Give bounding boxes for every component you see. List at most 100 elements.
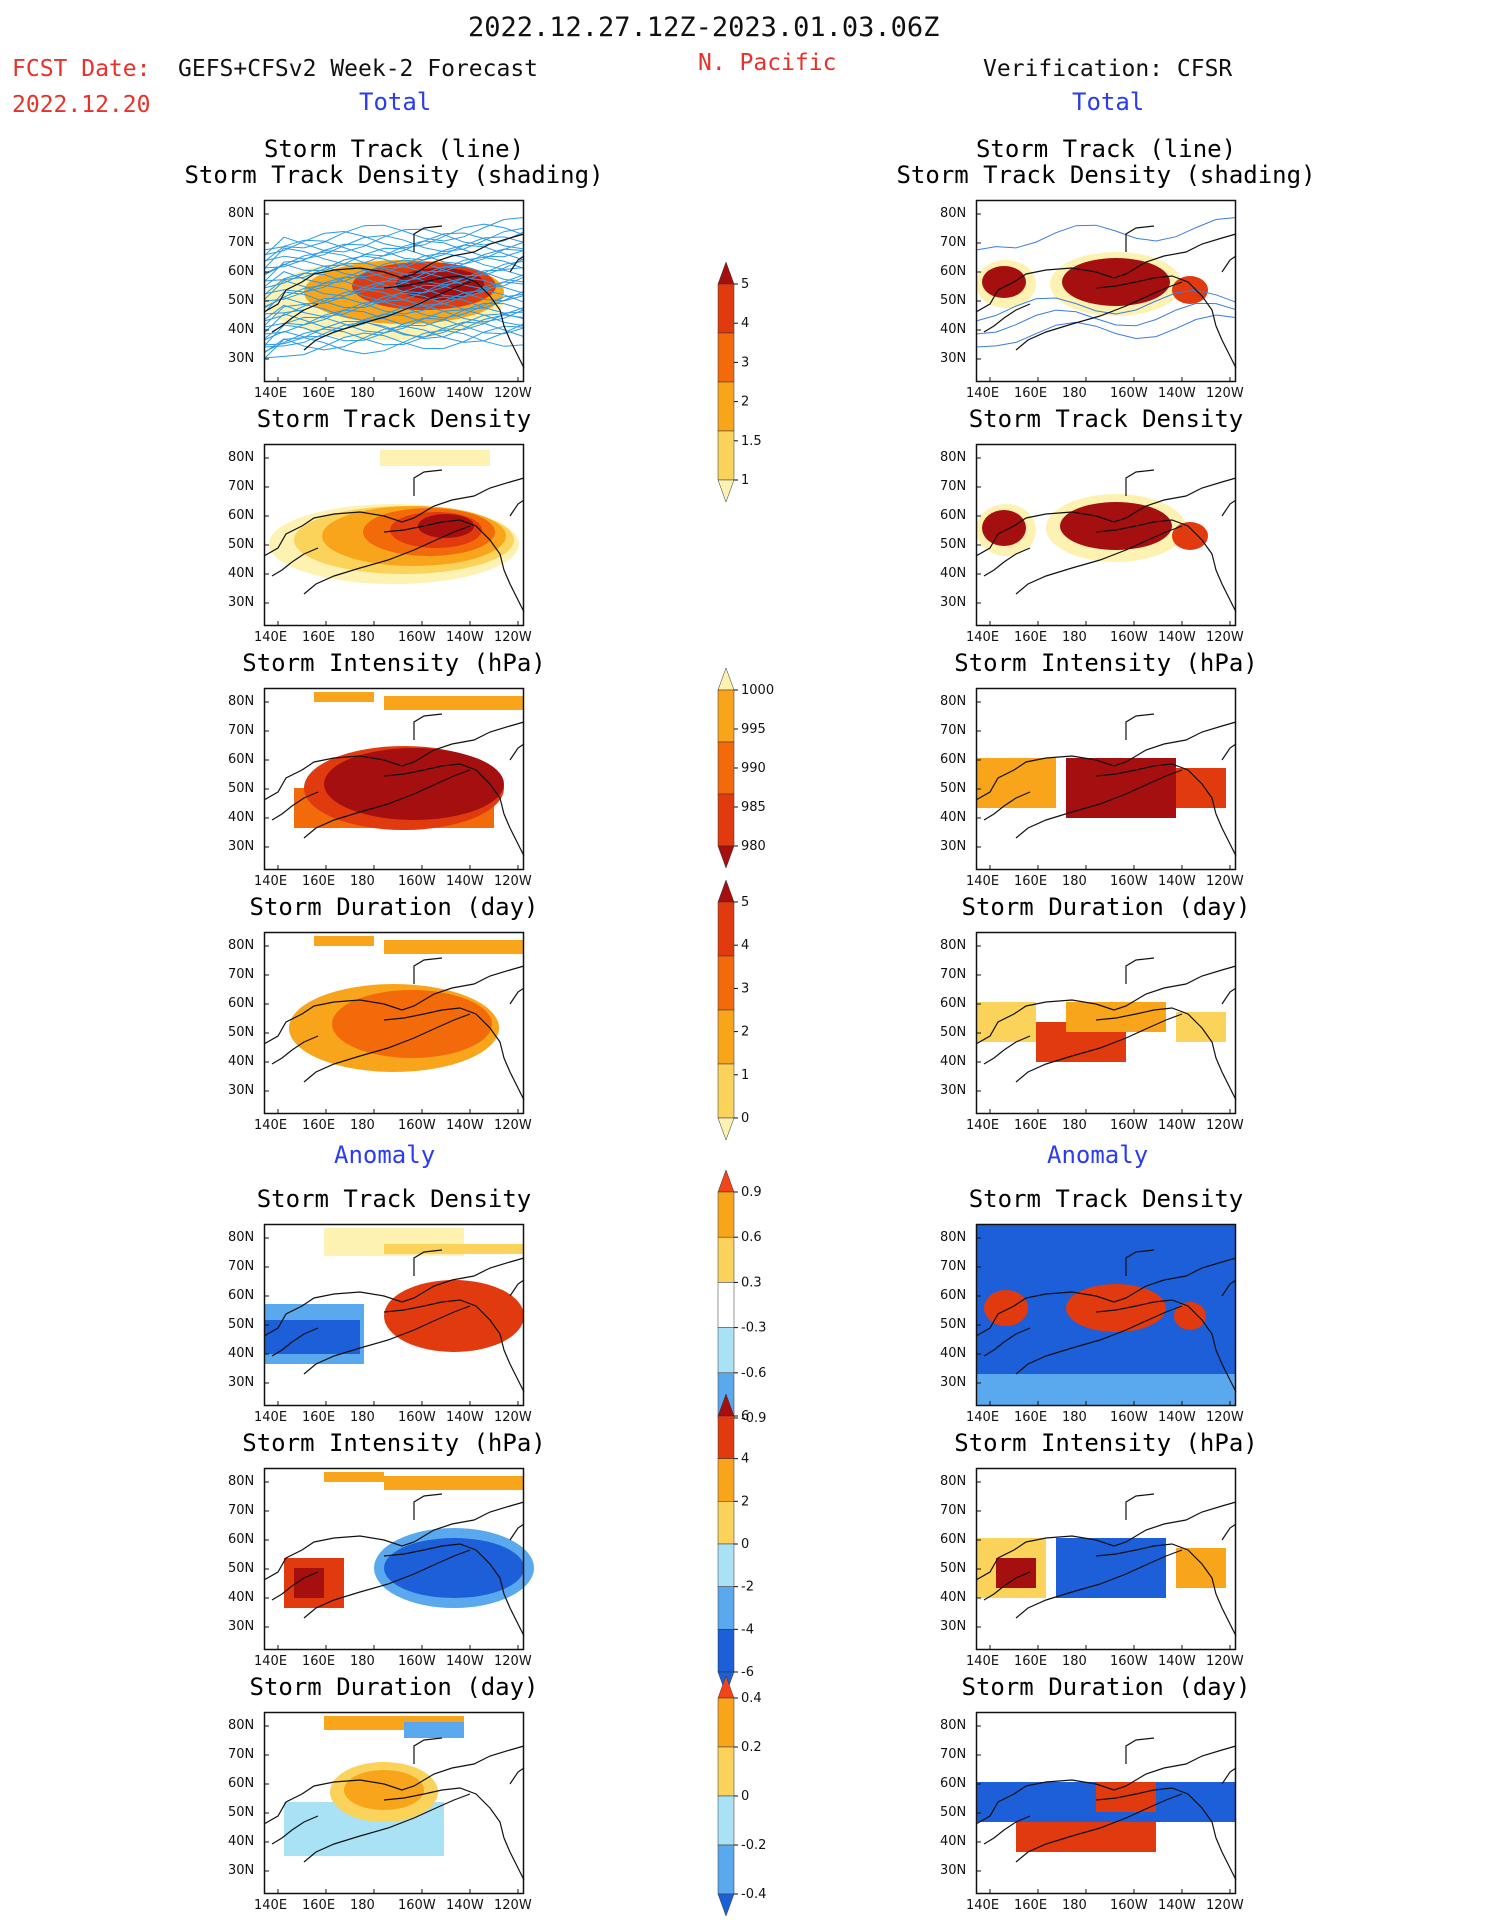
lon-tick-label: 180 — [350, 1410, 375, 1425]
lat-tick-label: 30N — [940, 1375, 967, 1390]
lon-tick-label: 140E — [254, 1654, 288, 1669]
lon-tick-label: 180 — [350, 1898, 375, 1913]
colorbar-swatch — [717, 1009, 735, 1065]
colorbar-swatch — [717, 1501, 735, 1545]
colorbar-label: -6 — [741, 1665, 754, 1680]
lat-tick-label: 40N — [940, 322, 967, 337]
map-panel — [263, 687, 525, 871]
colorbar-swatch — [717, 1746, 735, 1797]
coastlines — [263, 469, 525, 613]
lon-tick-label: 140W — [446, 1118, 484, 1133]
colorbar-swatch — [717, 283, 735, 334]
panel-title-line: Storm Track Density — [256, 405, 532, 433]
lat-tick-label: 40N — [228, 810, 255, 825]
colorbar-swatch — [717, 261, 735, 285]
fcst-date-label: FCST Date: — [12, 56, 151, 82]
colorbar-swatch — [717, 955, 735, 1011]
lat-tick-label: 50N — [940, 781, 967, 796]
lat-tick-label: 30N — [228, 351, 255, 366]
colorbar-swatch — [717, 741, 735, 795]
lat-tick-label: 50N — [228, 1805, 255, 1820]
lon-tick-label: 120W — [494, 1898, 532, 1913]
panel-title-line: Storm Track Density — [968, 405, 1244, 433]
lat-tick-label: 60N — [228, 508, 255, 523]
colorbar-density: 5 4 3 2 1.5 1 — [717, 261, 798, 503]
lon-tick-label: 180 — [350, 386, 375, 401]
lon-tick-label: 120W — [1206, 630, 1244, 645]
storm-track-lines — [975, 217, 1237, 348]
lat-tick-label: 30N — [228, 1083, 255, 1098]
panel-title-line: Storm Intensity (hPa) — [954, 1429, 1258, 1457]
map-canvas — [975, 1711, 1237, 1895]
coastlines — [975, 469, 1237, 613]
map-panel — [975, 1711, 1237, 1895]
lat-tick-label: 80N — [228, 450, 255, 465]
map-panel — [975, 931, 1237, 1115]
date-range-title: 2022.12.27.12Z-2023.01.03.06Z — [468, 12, 940, 43]
lat-tick-label: 40N — [228, 1590, 255, 1605]
lat-tick-label: 70N — [228, 1503, 255, 1518]
colorbar-label: 1 — [741, 473, 749, 488]
colorbar-label: 0.9 — [741, 1185, 762, 1200]
colorbar-swatch — [717, 1543, 735, 1587]
lon-tick-label: 160E — [1014, 1654, 1048, 1669]
lon-tick-label: 160W — [1110, 1898, 1148, 1913]
panel-title: Storm Track (line) Storm Track Density (s… — [896, 136, 1316, 189]
storm-track-lines — [263, 217, 525, 360]
map-panel — [263, 199, 525, 383]
lon-tick-label: 120W — [494, 630, 532, 645]
panel-title: Storm Intensity (hPa) — [184, 650, 604, 677]
coastlines — [263, 713, 525, 857]
lat-tick-label: 50N — [228, 781, 255, 796]
lon-tick-label: 120W — [494, 1118, 532, 1133]
colorbar-label: 985 — [741, 800, 766, 815]
lon-tick-label: 140W — [446, 874, 484, 889]
colorbar-label: 980 — [741, 839, 766, 854]
coastlines — [975, 1249, 1237, 1393]
lon-tick-label: 120W — [494, 874, 532, 889]
map-canvas — [263, 1711, 525, 1895]
lat-tick-label: 40N — [940, 1054, 967, 1069]
lat-tick-label: 80N — [940, 1718, 967, 1733]
colorbar-label: -4 — [741, 1622, 754, 1637]
colorbar-label: 1.5 — [741, 434, 762, 449]
map-canvas — [263, 687, 525, 871]
colorbar-swatch — [717, 1629, 735, 1673]
lat-tick-label: 60N — [940, 1288, 967, 1303]
lat-tick-label: 40N — [940, 1590, 967, 1605]
model-name: GEFS+CFSv2 Week-2 Forecast — [178, 56, 539, 82]
lat-tick-label: 30N — [228, 1375, 255, 1390]
total-label-right: Total — [1072, 88, 1145, 116]
colorbar-swatch — [717, 879, 735, 903]
lon-tick-label: 180 — [350, 1654, 375, 1669]
panel-title: Storm Track (line) Storm Track Density (s… — [184, 136, 604, 189]
map-panel — [263, 1711, 525, 1895]
map-canvas — [263, 1223, 525, 1407]
lat-tick-label: 30N — [940, 1619, 967, 1634]
colorbar-label: -0.2 — [741, 1838, 766, 1853]
colorbar-label: 3 — [741, 355, 749, 370]
lat-tick-label: 50N — [940, 293, 967, 308]
fcst-date-value: 2022.12.20 — [12, 92, 151, 118]
colorbar-label: 0.2 — [741, 1740, 762, 1755]
verification-label: Verification: CFSR — [983, 56, 1233, 82]
lat-tick-label: 60N — [228, 1776, 255, 1791]
lon-tick-label: 160E — [1014, 1410, 1048, 1425]
lat-tick-label: 80N — [940, 694, 967, 709]
colorbar-anom-intensity: 6 4 2 0 -2 -4 -6 — [717, 1393, 798, 1695]
coastlines — [975, 225, 1237, 369]
lat-tick-label: 30N — [940, 351, 967, 366]
colorbar-swatch — [717, 1697, 735, 1748]
lon-tick-label: 180 — [1062, 1898, 1087, 1913]
colorbar-swatch — [717, 1586, 735, 1630]
lat-tick-label: 80N — [228, 206, 255, 221]
lat-tick-label: 60N — [228, 1532, 255, 1547]
panel-title-line: Storm Track (line) — [975, 135, 1237, 163]
lat-tick-label: 40N — [228, 1054, 255, 1069]
map-panel — [975, 443, 1237, 627]
colorbar-label: 2 — [741, 395, 749, 410]
anomaly-label-left: Anomaly — [334, 1141, 436, 1169]
map-panel — [975, 687, 1237, 871]
colorbar-swatch — [717, 1844, 735, 1895]
coastlines — [263, 957, 525, 1101]
